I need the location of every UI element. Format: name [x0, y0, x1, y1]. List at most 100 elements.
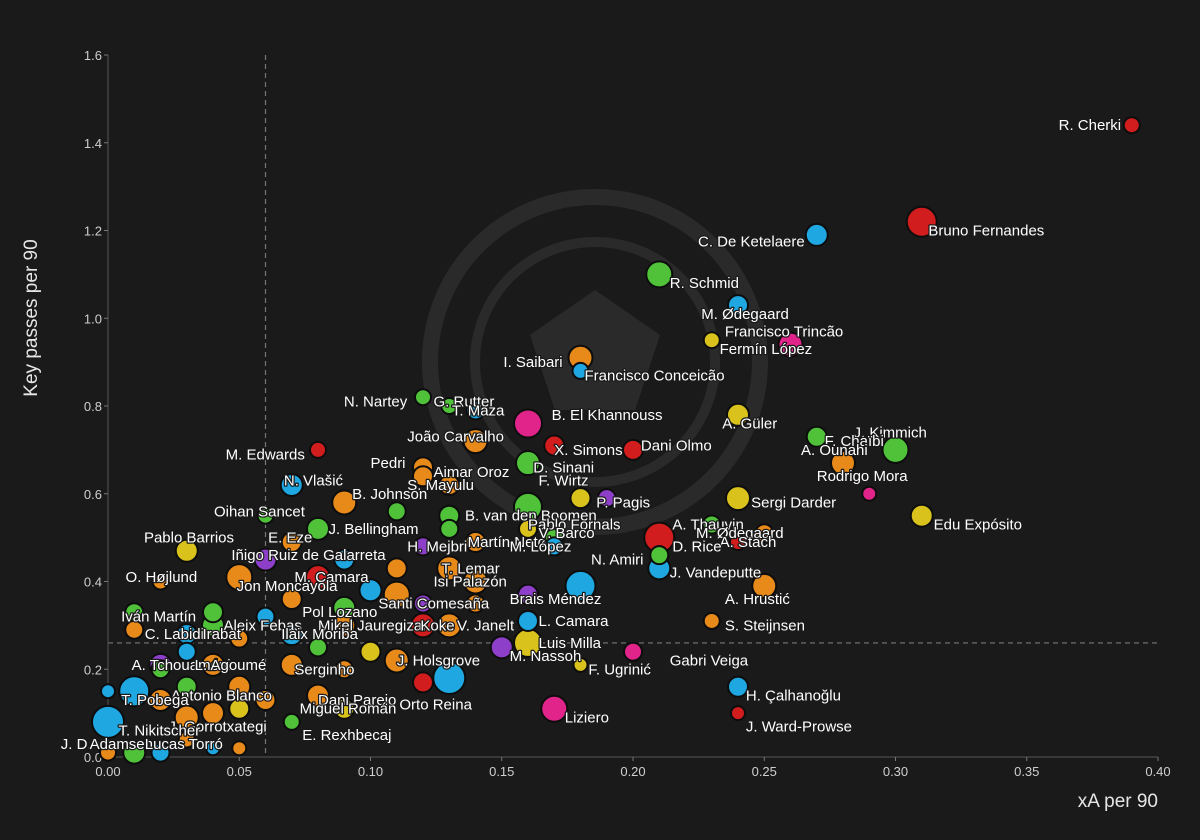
point-label: Pablo Barrios	[144, 530, 234, 547]
point-label: F. Ugrinić	[588, 661, 651, 678]
scatter-point	[572, 656, 589, 673]
scatter-point	[432, 661, 467, 696]
point-label: Isi Palazón	[434, 574, 507, 591]
scatter-point	[386, 501, 407, 522]
y-tick-label: 1.2	[84, 224, 102, 239]
axes: 0.00 0.05 0.10 0.15 0.20 0.25 0.30 0.35 0.40 0.0 0…	[84, 48, 1171, 779]
scatter-point	[727, 294, 749, 317]
scatter-point	[436, 555, 463, 582]
point-label: S. Mayulu	[407, 477, 474, 494]
scatter-point	[173, 704, 200, 731]
scatter-point	[881, 435, 910, 464]
point-label: Miguel Román	[300, 701, 397, 718]
point-label: A. Tchouaméni	[132, 657, 231, 674]
y-tick-label: 1.6	[84, 48, 102, 63]
scatter-point	[177, 730, 196, 749]
point-label: Pablo Fornals	[528, 516, 621, 533]
scatter-point	[176, 641, 197, 662]
point-label: Sergi Darder	[751, 495, 836, 512]
scatter-point	[333, 548, 356, 571]
scatter-point	[1122, 116, 1141, 135]
scatter-point	[777, 331, 804, 358]
point-label: T. Pobega	[121, 692, 189, 709]
point-label: Liziero	[565, 710, 609, 727]
point-label: Francisco Conceicão	[585, 367, 725, 384]
scatter-point	[253, 547, 278, 572]
scatter-point	[358, 578, 383, 603]
y-tick-label: 0.6	[84, 487, 102, 502]
y-tick-label: 1.0	[84, 311, 102, 326]
scatter-point	[438, 473, 461, 496]
scatter-point	[805, 425, 828, 448]
scatter-point	[544, 536, 565, 557]
scatter-point	[333, 697, 356, 720]
scatter-point	[202, 601, 224, 624]
point-label: Francisco Trincão	[725, 323, 843, 340]
scatter-point	[462, 428, 489, 455]
point-label: D. Rice	[672, 538, 721, 555]
scatter-point	[540, 694, 569, 723]
scatter-point	[305, 564, 331, 591]
point-label: Ilaix Moriba	[281, 626, 358, 643]
y-tick-label: 0.2	[84, 662, 102, 677]
point-label: Koke	[420, 617, 454, 634]
scatter-point	[279, 652, 304, 677]
scatter-point	[413, 593, 433, 614]
point-label: R. Schmid	[670, 275, 739, 292]
point-label: Bruno Fernandes	[928, 223, 1044, 240]
y-tick-label: 0.4	[84, 575, 102, 590]
scatter-point	[515, 450, 541, 477]
point-label: Gabri Veiga	[670, 652, 749, 669]
point-label: J. Kimmich	[854, 424, 927, 441]
x-tick-label: 0.05	[227, 764, 252, 779]
point-label: J. Holsgrove	[397, 652, 480, 669]
point-label: Irabat	[203, 626, 242, 643]
point-label: N. Nartey	[344, 394, 408, 411]
scatter-point	[465, 400, 486, 421]
point-label: Martín Neto	[468, 534, 546, 551]
watermark-logo	[422, 189, 768, 535]
point-label: R. Cherki	[1059, 117, 1122, 134]
y-axis-title: Key passes per 90	[21, 239, 42, 396]
point-label: M. Edwards	[226, 446, 305, 463]
scatter-point	[489, 635, 514, 660]
scatter-point	[465, 593, 486, 614]
point-label: C. De Ketelaere	[698, 233, 805, 250]
point-label: N. Amiri	[591, 552, 644, 569]
scatter-point	[649, 545, 670, 566]
point-label: L. Agoumé	[195, 657, 267, 674]
point-label: Luis Milla	[539, 635, 602, 652]
point-label: J. Vandeputte	[670, 565, 761, 582]
scatter-point	[229, 628, 250, 649]
point-label: C. Labidi	[145, 626, 204, 643]
scatter-point	[201, 652, 225, 677]
point-label: E. Eze	[268, 530, 312, 547]
x-tick-label: 0.25	[752, 764, 777, 779]
point-label: Rodrigo Mora	[817, 468, 909, 485]
scatter-point	[569, 487, 592, 510]
point-label: B. van den Boomen	[465, 508, 597, 525]
scatter-point	[518, 518, 538, 539]
y-tick-label: 0.0	[84, 750, 102, 765]
point-label: Adamsen	[90, 736, 153, 753]
point-label: X. Simons	[554, 442, 622, 459]
scatter-point	[175, 675, 198, 698]
point-label: V. Barco	[539, 525, 595, 542]
scatter-point	[596, 488, 617, 509]
point-label: Jon Moncayola	[237, 578, 339, 595]
x-tick-label: 0.00	[95, 764, 120, 779]
scatter-point	[254, 688, 277, 711]
scatter-point	[730, 705, 746, 722]
point-label: T. Maza	[452, 402, 505, 419]
point-label: M. Nassoh	[510, 648, 582, 665]
point-label: Iván Martín	[121, 609, 196, 626]
scatter-point	[725, 485, 751, 512]
scatter-point	[385, 557, 408, 580]
scatter-point	[543, 434, 566, 457]
scatter-point	[412, 671, 434, 694]
scatter-point	[571, 361, 590, 380]
scatter-point	[726, 402, 750, 427]
point-label: Iñigo Ruiz de Galarreta	[231, 547, 386, 564]
point-label: Orto Reina	[399, 696, 472, 713]
